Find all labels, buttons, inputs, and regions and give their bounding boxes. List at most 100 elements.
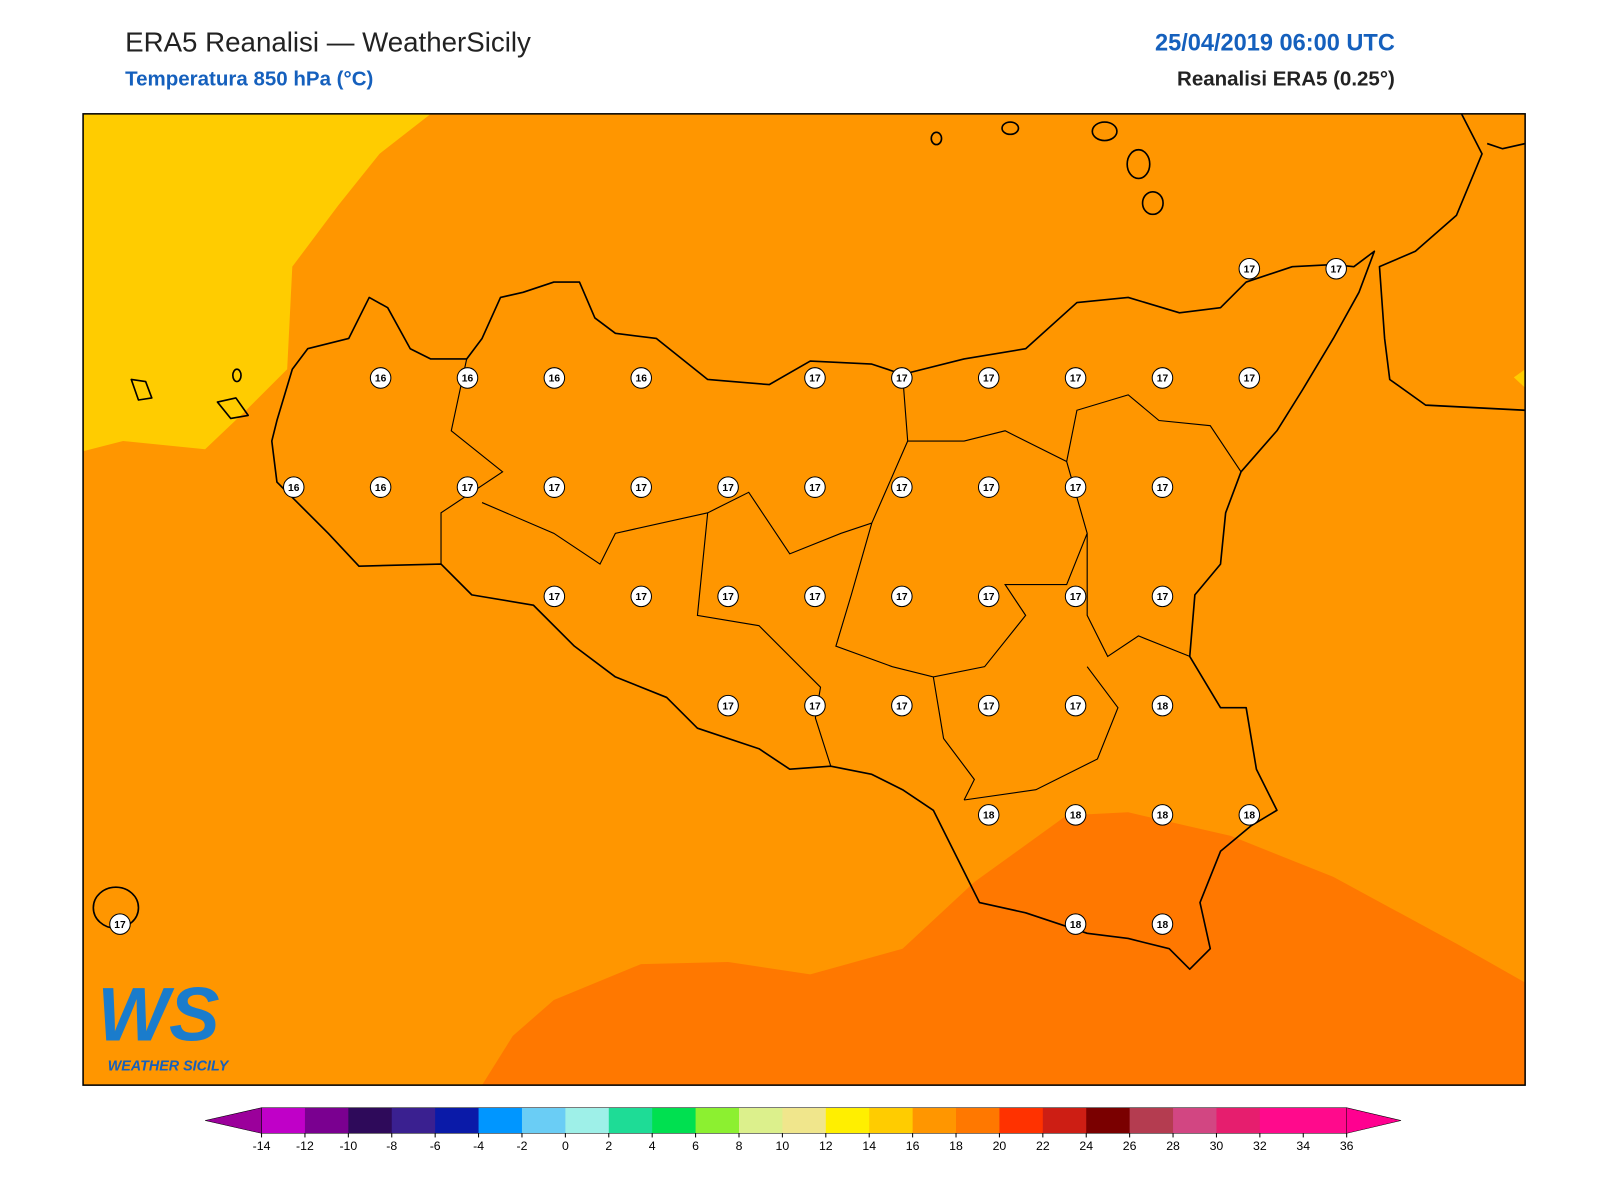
colorbar-bin [652,1107,697,1134]
station-marker [1151,694,1174,717]
station-value: 18 [1070,811,1082,822]
station-value: 17 [1157,374,1169,385]
colorbar-bin [435,1107,480,1134]
station-value: 16 [288,483,300,494]
station-value: 17 [722,483,734,494]
station-marker [977,804,1000,826]
station-marker [630,367,653,389]
colorbar-bin [1129,1107,1174,1134]
station-marker [109,913,131,935]
logo: WS WEATHER SICILY [97,973,229,1075]
station-value: 17 [114,920,126,931]
station-value: 18 [1070,920,1082,931]
station-marker [1064,367,1087,389]
islands [92,121,1164,930]
station-marker [717,694,739,717]
station-marker [891,476,913,498]
colorbar-tick-label: 18 [949,1139,963,1153]
colorbar-tick-label: -8 [386,1139,397,1153]
colorbar-bin [1086,1107,1131,1134]
colorbar-bin [1303,1107,1348,1134]
colorbar-tick-label: 30 [1210,1139,1224,1153]
station-value: 17 [983,483,995,494]
station-marker [543,367,566,389]
colorbar-bin [478,1107,523,1134]
station-marker [804,585,826,608]
station-marker [1151,913,1174,935]
coastline [270,250,1376,971]
datetime: 25/04/2019 06:00 UTC [1155,29,1395,55]
station-value: 17 [809,374,821,385]
station-marker [977,694,1000,717]
station-marker [717,585,739,608]
station-marker [891,694,913,717]
colorbar-tick-label: 34 [1296,1139,1310,1153]
station-value: 16 [636,374,648,385]
station-marker [891,585,913,608]
station-marker [282,476,305,498]
station-marker [1238,367,1261,389]
colorbar-tick-label: 0 [562,1139,569,1153]
station-value: 17 [896,374,908,385]
station-marker [1151,367,1174,389]
colorbar-tick-label: 20 [993,1139,1007,1153]
station-marker [543,585,566,608]
station-value: 16 [549,374,561,385]
colorbar-bin [304,1107,349,1134]
logo-name: WEATHER SICILY [108,1058,230,1074]
colorbar-tick-label: -10 [339,1139,357,1153]
colorbar-bin [695,1107,740,1134]
colorbar-tick-label: 16 [906,1139,920,1153]
station-value: 18 [1157,701,1169,712]
station-value: 17 [1157,592,1169,603]
colorbar-bin [1216,1107,1261,1134]
field-14-16 [83,113,431,452]
colorbar-under [205,1107,262,1134]
station-value: 17 [809,592,821,603]
colorbar-bin [825,1107,870,1134]
colorbar-tick-label: 4 [649,1139,656,1153]
station-marker [1151,804,1174,826]
colorbar-tick-label: -12 [296,1139,314,1153]
station-value: 16 [462,374,474,385]
station-value: 17 [983,374,995,385]
station-value: 17 [896,592,908,603]
station-marker [630,585,653,608]
calabria-coast [1378,113,1526,412]
station-marker [1064,476,1087,498]
station-value: 18 [1244,811,1256,822]
colorbar-over [1346,1107,1402,1134]
colorbar-bin [391,1107,436,1134]
station-value: 17 [1070,374,1082,385]
colorbar-bin [782,1107,827,1134]
title: ERA5 Reanalisi — WeatherSicily [125,26,531,57]
station-marker [369,367,392,389]
field-18-20 [482,812,1526,1086]
province-borders [440,358,1242,801]
station-values: 17 17 16 16 16 16 17 17 17 17 17 17 16 16 17 17 17 17 17 17… [109,257,1347,935]
colorbar-bin [869,1107,914,1134]
map-area [83,113,1526,1086]
station-value: 17 [1244,374,1256,385]
station-marker [456,367,479,389]
colorbar-tick-label: 26 [1123,1139,1137,1153]
station-value: 17 [549,483,561,494]
colorbar-bin [912,1107,957,1134]
colorbar-bin [1173,1107,1217,1134]
station-value: 18 [1157,920,1169,931]
station-marker [630,476,653,498]
station-value: 17 [1244,264,1256,275]
colorbar-bin [999,1107,1044,1134]
station-marker [891,367,913,389]
station-marker [804,694,826,717]
map-frame [82,113,1526,1086]
station-value: 17 [722,592,734,603]
station-value: 17 [1070,592,1082,603]
colorbar-tick-label: -4 [473,1139,484,1153]
colorbar-tick-label: 8 [736,1139,743,1153]
station-marker [1064,585,1087,608]
station-marker [804,367,826,389]
station-marker [1064,804,1087,826]
field-14-16 [1513,369,1526,388]
